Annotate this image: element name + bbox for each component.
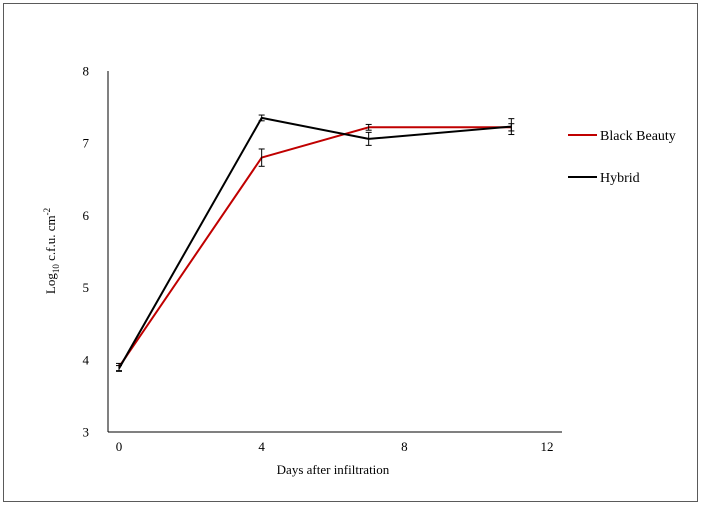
error-bar: [116, 365, 122, 372]
legend: Black Beauty Hybrid: [568, 129, 676, 186]
y-tick-labels: 3 4 5 6 7 8: [83, 64, 90, 440]
y-axis-title: Log10 c.f.u. cm-2: [42, 208, 61, 294]
x-tick-labels: 0 4 8 12: [116, 439, 554, 454]
error-bar: [365, 123, 372, 131]
x-tick-label: 12: [541, 439, 554, 454]
x-tick-label: 0: [116, 439, 123, 454]
legend-item: Hybrid: [568, 171, 640, 186]
axes: [107, 71, 562, 433]
error-bar: [365, 131, 372, 146]
y-tick-label: 6: [83, 208, 90, 223]
error-bar: [508, 118, 515, 136]
legend-label: Hybrid: [600, 171, 640, 186]
series-1: [116, 123, 515, 372]
y-axis-title-mid: c.f.u. cm: [43, 215, 58, 264]
legend-item: Black Beauty: [568, 129, 676, 144]
x-axis-title: Days after infiltration: [277, 462, 390, 477]
x-tick-label: 8: [401, 439, 408, 454]
series-2: [116, 114, 515, 372]
chart-frame: [3, 3, 698, 502]
y-tick-label: 5: [83, 280, 90, 295]
series-line: [118, 116, 512, 369]
series-layer: [116, 114, 515, 372]
y-tick-label: 7: [83, 136, 90, 151]
y-tick-label: 8: [83, 64, 90, 79]
y-axis-title-sup: -2: [42, 208, 52, 216]
y-axis-title-base: Log: [43, 273, 58, 294]
y-axis-title-sub: 10: [51, 264, 61, 274]
error-bar: [258, 148, 265, 167]
legend-label: Black Beauty: [600, 129, 676, 144]
y-tick-label: 3: [83, 425, 90, 440]
error-bar: [258, 114, 265, 122]
series-line: [118, 126, 512, 368]
y-tick-label: 4: [83, 352, 90, 367]
x-tick-label: 4: [258, 439, 265, 454]
